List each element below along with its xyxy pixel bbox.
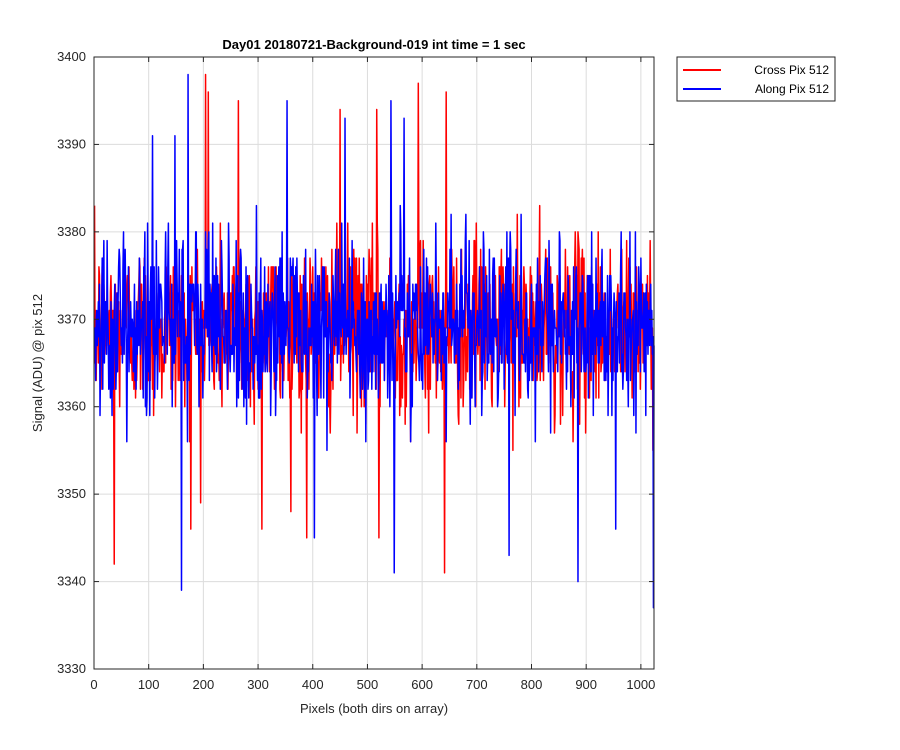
y-tick-label: 3380 [57,224,86,239]
legend-box [676,56,836,102]
series-line-along [94,73,655,609]
x-tick-label: 100 [138,677,160,692]
x-tick-label: 800 [521,677,543,692]
x-tick-label: 0 [90,677,97,692]
x-tick-label: 500 [357,677,379,692]
y-tick-label: 3370 [57,311,86,326]
x-tick-label: 400 [302,677,324,692]
x-tick-label: 200 [193,677,215,692]
x-tick-label: 1000 [626,677,655,692]
x-axis: 0 100 200 300 400 500 600 700 800 900 1000 [90,57,655,692]
legend-entry-along: Along Pix 512 [755,82,829,96]
x-tick-label: 600 [411,677,433,692]
y-tick-label: 3350 [57,486,86,501]
legend-entry-cross: Cross Pix 512 [754,63,829,77]
y-tick-label: 3400 [57,49,86,64]
x-axis-label: Pixels (both dirs on array) [300,701,448,716]
y-tick-label: 3330 [57,661,86,676]
y-tick-label: 3340 [57,574,86,589]
x-tick-label: 700 [466,677,488,692]
x-tick-label: 900 [575,677,597,692]
x-tick-label: 300 [247,677,269,692]
legend: Cross Pix 512 Along Pix 512 [676,56,836,102]
y-axis-label: Signal (ADU) @ pix 512 [30,294,45,432]
plot-frame [93,56,655,670]
y-tick-label: 3390 [57,136,86,151]
series-group [93,73,655,609]
chart-title: Day01 20180721-Background-019 int time =… [222,37,525,52]
y-tick-label: 3360 [57,399,86,414]
y-axis: 3330 3340 3350 3360 3370 3380 3390 3400 [57,49,654,676]
